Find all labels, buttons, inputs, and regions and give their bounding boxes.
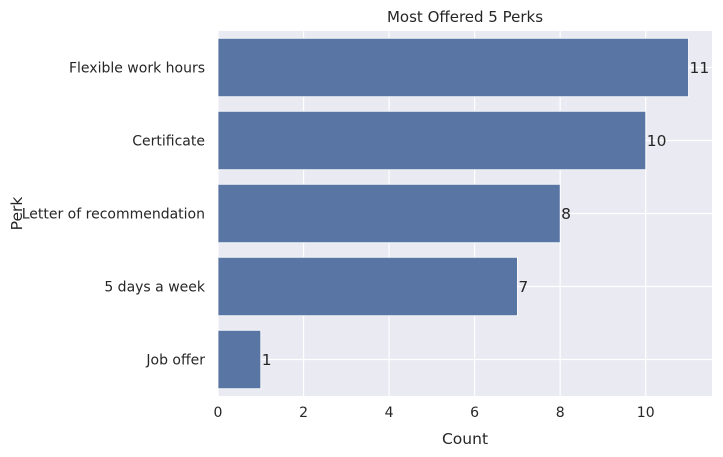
chart-title: Most Offered 5 Perks (387, 8, 543, 26)
bar (217, 110, 647, 171)
bar-value-label: 1 (262, 351, 272, 369)
bar-value-label: 8 (561, 205, 571, 223)
y-tick-label: Job offer (145, 353, 205, 369)
bar-value-label: 7 (518, 278, 528, 296)
bar-labels: 11 10 8 7 1 (262, 59, 709, 369)
bar (217, 329, 262, 390)
x-tick-label: 4 (385, 405, 394, 421)
bar (217, 37, 689, 98)
x-tick-label: 6 (470, 405, 479, 421)
x-axis-label: Count (442, 430, 488, 448)
bar-value-label: 11 (689, 59, 709, 77)
x-tick-label: 10 (637, 405, 655, 421)
y-tick-labels: Flexible work hours Certificate Letter of … (22, 61, 206, 369)
y-tick-label: Letter of recommendation (22, 207, 205, 223)
bar-value-label: 10 (647, 132, 667, 150)
y-tick-label: 5 days a week (104, 280, 206, 296)
bars (217, 37, 689, 390)
x-tick-label: 2 (299, 405, 308, 421)
x-tick-label: 0 (214, 405, 223, 421)
y-axis-label: Perk (8, 197, 26, 231)
x-tick-label: 8 (556, 405, 565, 421)
y-tick-label: Flexible work hours (69, 61, 205, 77)
bar (217, 183, 561, 244)
x-tick-labels: 0 2 4 6 8 10 (214, 405, 655, 421)
bar (217, 256, 518, 317)
y-tick-label: Certificate (132, 134, 205, 150)
